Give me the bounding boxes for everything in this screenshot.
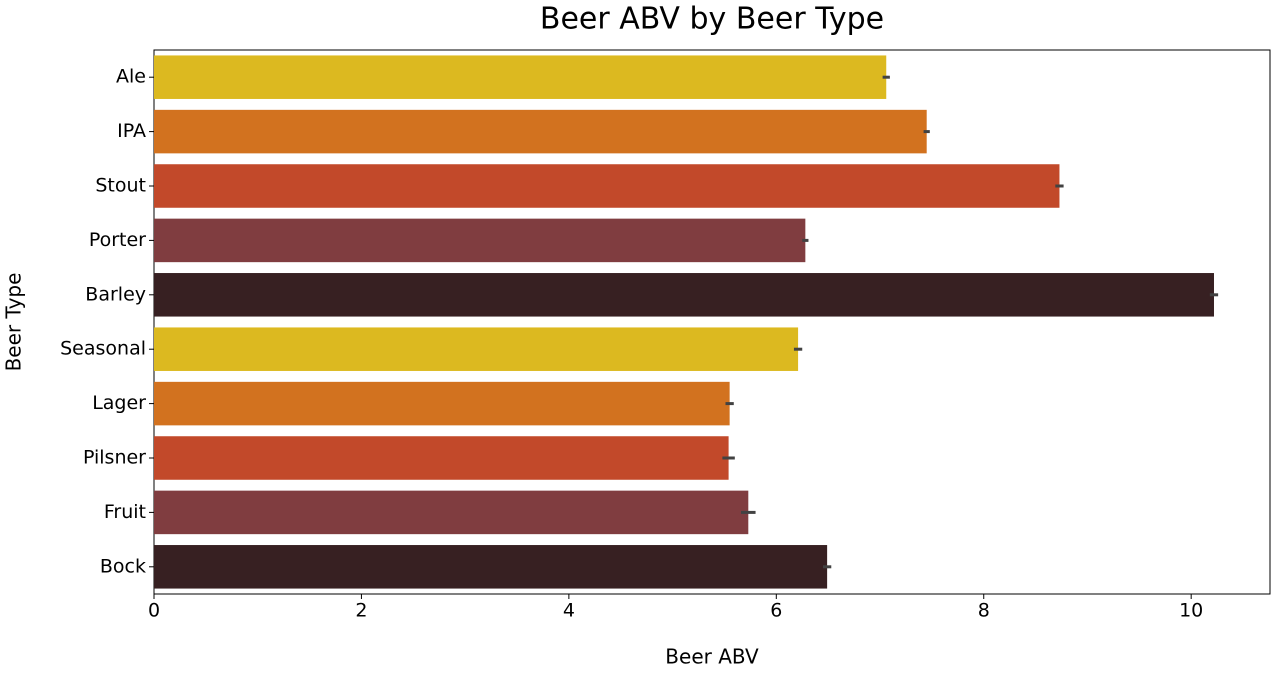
x-axis-label: Beer ABV — [665, 645, 759, 669]
y-tick-label: Lager — [92, 392, 146, 414]
y-tick-label: Stout — [95, 175, 146, 197]
y-tick-label: Fruit — [104, 501, 146, 523]
x-tick-label: 2 — [355, 600, 367, 622]
y-tick-label: Bock — [100, 555, 146, 577]
bar — [154, 436, 729, 480]
x-tick-label: 8 — [978, 600, 990, 622]
y-tick-label: IPA — [117, 120, 146, 142]
y-axis-label: Beer Type — [2, 273, 26, 372]
y-tick-label: Ale — [116, 66, 146, 88]
plot-frame — [153, 49, 1271, 595]
bar — [154, 273, 1214, 317]
x-tick-label: 10 — [1179, 600, 1203, 622]
y-tick-label: Seasonal — [60, 338, 146, 360]
bar — [154, 381, 730, 426]
bar — [154, 327, 799, 371]
bar — [154, 545, 828, 589]
x-tick-label: 4 — [563, 600, 575, 622]
bar — [154, 490, 749, 535]
y-tick-label: Porter — [89, 229, 146, 251]
bar — [154, 109, 927, 154]
y-tick-label: Barley — [85, 283, 146, 305]
bar — [154, 218, 806, 263]
x-tick-label: 6 — [770, 600, 782, 622]
bar — [154, 164, 1060, 208]
y-tick-label: Pilsner — [83, 447, 146, 469]
x-tick-label: 0 — [148, 600, 160, 622]
chart-title: Beer ABV by Beer Type — [540, 2, 884, 37]
bar — [154, 55, 887, 99]
